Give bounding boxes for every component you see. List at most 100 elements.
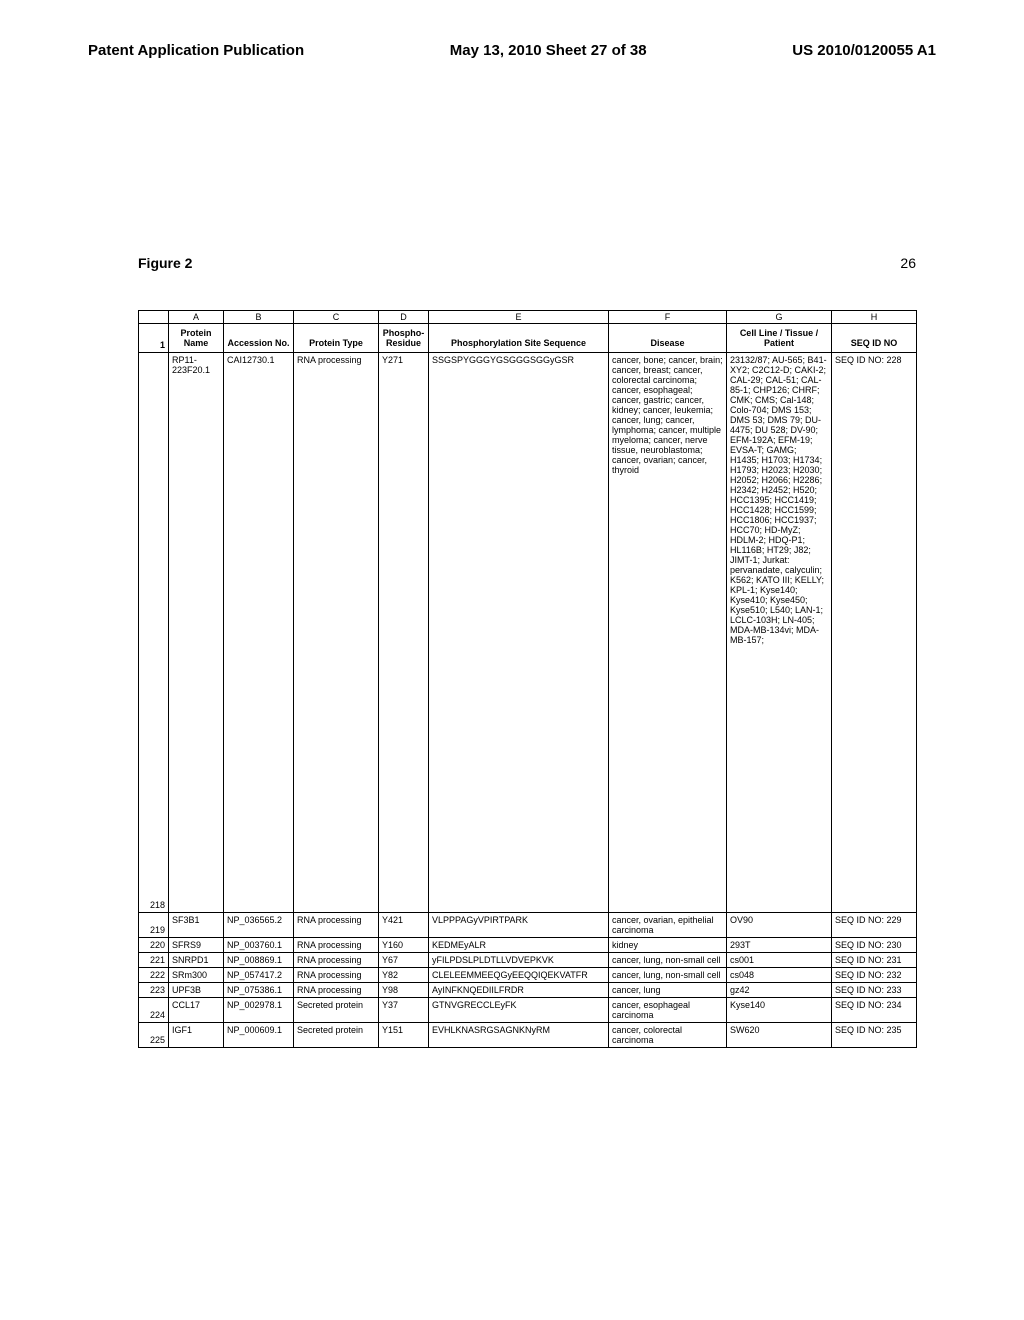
table-row: 219SF3B1NP_036565.2RNA processingY421VLP…	[139, 913, 917, 938]
header-left: Patent Application Publication	[88, 42, 304, 59]
cellline-cell: cs001	[727, 953, 832, 968]
residue-cell: Y98	[379, 983, 429, 998]
row-number: 224	[139, 998, 169, 1023]
table-row: 222SRm300NP_057417.2RNA processingY82CLE…	[139, 968, 917, 983]
protein-type-cell: RNA processing	[294, 938, 379, 953]
header-right: US 2010/0120055 A1	[792, 42, 936, 59]
disease-cell: cancer, lung, non-small cell	[609, 953, 727, 968]
row-number: 221	[139, 953, 169, 968]
seqid-cell: SEQ ID NO: 228	[832, 353, 917, 913]
figure-label: Figure 2	[138, 255, 192, 271]
row-number: 220	[139, 938, 169, 953]
sequence-cell: yFILPDSLPLDTLLVDVEPKVK	[429, 953, 609, 968]
residue-cell: Y160	[379, 938, 429, 953]
accession-cell: NP_036565.2	[224, 913, 294, 938]
disease-cell: cancer, esophageal carcinoma	[609, 998, 727, 1023]
residue-cell: Y37	[379, 998, 429, 1023]
accession-cell: NP_000609.1	[224, 1023, 294, 1048]
disease-cell: cancer, bone; cancer, brain; cancer, bre…	[609, 353, 727, 913]
table-row: 224CCL17NP_002978.1Secreted proteinY37GT…	[139, 998, 917, 1023]
col-letter: A	[169, 311, 224, 324]
protein-name-cell: IGF1	[169, 1023, 224, 1048]
disease-cell: cancer, lung, non-small cell	[609, 968, 727, 983]
disease-cell: kidney	[609, 938, 727, 953]
col-letter: G	[727, 311, 832, 324]
protein-type-cell: Secreted protein	[294, 1023, 379, 1048]
cellline-cell: Kyse140	[727, 998, 832, 1023]
table-row: 220SFRS9NP_003760.1RNA processingY160KED…	[139, 938, 917, 953]
accession-cell: CAI12730.1	[224, 353, 294, 913]
protein-type-cell: RNA processing	[294, 953, 379, 968]
residue-cell: Y151	[379, 1023, 429, 1048]
protein-type-cell: Secreted protein	[294, 998, 379, 1023]
col-letter: B	[224, 311, 294, 324]
protein-name-cell: UPF3B	[169, 983, 224, 998]
sequence-cell: CLELEEMMEEQGyEEQQIQEKVATFR	[429, 968, 609, 983]
seqid-cell: SEQ ID NO: 232	[832, 968, 917, 983]
col-letter: F	[609, 311, 727, 324]
cellline-cell: cs048	[727, 968, 832, 983]
accession-cell: NP_008869.1	[224, 953, 294, 968]
protein-name-cell: SFRS9	[169, 938, 224, 953]
accession-cell: NP_075386.1	[224, 983, 294, 998]
sequence-cell: GTNVGRECCLEyFK	[429, 998, 609, 1023]
col-header: Accession No.	[224, 324, 294, 353]
col-blank	[139, 311, 169, 324]
seqid-cell: SEQ ID NO: 233	[832, 983, 917, 998]
data-table: A B C D E F G H 1 Protein Name Accession…	[138, 310, 917, 1048]
protein-type-cell: RNA processing	[294, 968, 379, 983]
protein-name-cell: CCL17	[169, 998, 224, 1023]
seqid-cell: SEQ ID NO: 235	[832, 1023, 917, 1048]
seqid-cell: SEQ ID NO: 229	[832, 913, 917, 938]
table-row: 221SNRPD1NP_008869.1RNA processingY67yFI…	[139, 953, 917, 968]
row-number: 222	[139, 968, 169, 983]
protein-type-cell: RNA processing	[294, 983, 379, 998]
sheet-page-number: 26	[900, 255, 916, 271]
col-header: Phospho-Residue	[379, 324, 429, 353]
cellline-cell: 293T	[727, 938, 832, 953]
row-number: 219	[139, 913, 169, 938]
table-row: 225IGF1NP_000609.1Secreted proteinY151EV…	[139, 1023, 917, 1048]
sequence-cell: SSGSPYGGGYGSGGGSGGyGSR	[429, 353, 609, 913]
page-header: Patent Application Publication May 13, 2…	[0, 42, 1024, 59]
data-table-wrap: A B C D E F G H 1 Protein Name Accession…	[138, 310, 916, 1048]
disease-cell: cancer, ovarian, epithelial carcinoma	[609, 913, 727, 938]
accession-cell: NP_057417.2	[224, 968, 294, 983]
residue-cell: Y82	[379, 968, 429, 983]
row-number: 218	[139, 353, 169, 913]
protein-type-cell: RNA processing	[294, 913, 379, 938]
cellline-cell: 23132/87; AU-565; B41-XY2; C2C12-D; CAKI…	[727, 353, 832, 913]
table-row: 218RP11-223F20.1CAI12730.1RNA processing…	[139, 353, 917, 913]
disease-cell: cancer, colorectal carcinoma	[609, 1023, 727, 1048]
row-number: 225	[139, 1023, 169, 1048]
col-header: SEQ ID NO	[832, 324, 917, 353]
sequence-cell: AyINFKNQEDIILFRDR	[429, 983, 609, 998]
sequence-cell: EVHLKNASRGSAGNKNyRM	[429, 1023, 609, 1048]
cellline-cell: OV90	[727, 913, 832, 938]
seqid-cell: SEQ ID NO: 230	[832, 938, 917, 953]
col-header: Phosphorylation Site Sequence	[429, 324, 609, 353]
header-rownum: 1	[139, 324, 169, 353]
col-header: Protein Type	[294, 324, 379, 353]
sequence-cell: VLPPPAGyVPIRTPARK	[429, 913, 609, 938]
col-header: Disease	[609, 324, 727, 353]
disease-cell: cancer, lung	[609, 983, 727, 998]
col-letter: C	[294, 311, 379, 324]
seqid-cell: SEQ ID NO: 234	[832, 998, 917, 1023]
column-headers-row: 1 Protein Name Accession No. Protein Typ…	[139, 324, 917, 353]
protein-name-cell: RP11-223F20.1	[169, 353, 224, 913]
col-letter: D	[379, 311, 429, 324]
row-number: 223	[139, 983, 169, 998]
column-letters-row: A B C D E F G H	[139, 311, 917, 324]
col-letter: H	[832, 311, 917, 324]
residue-cell: Y421	[379, 913, 429, 938]
residue-cell: Y67	[379, 953, 429, 968]
protein-name-cell: SRm300	[169, 968, 224, 983]
col-header: Protein Name	[169, 324, 224, 353]
protein-name-cell: SNRPD1	[169, 953, 224, 968]
col-letter: E	[429, 311, 609, 324]
accession-cell: NP_002978.1	[224, 998, 294, 1023]
protein-type-cell: RNA processing	[294, 353, 379, 913]
header-center: May 13, 2010 Sheet 27 of 38	[450, 42, 647, 59]
accession-cell: NP_003760.1	[224, 938, 294, 953]
